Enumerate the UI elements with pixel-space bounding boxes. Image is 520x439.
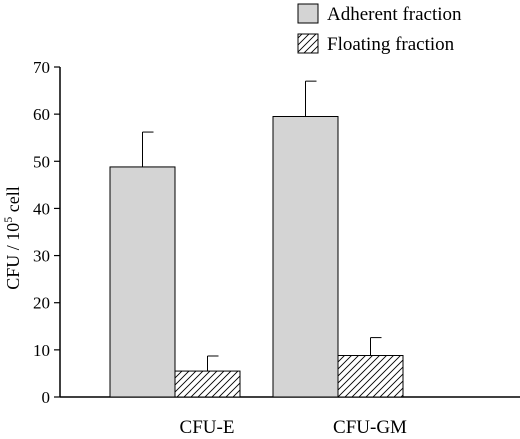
y-tick-label: 60: [33, 105, 50, 124]
y-tick-label: 10: [33, 341, 50, 360]
x-tick-labels: CFU-E CFU-GM: [180, 417, 408, 438]
x-tick-label: CFU-GM: [333, 417, 407, 438]
bar-adherent-cfu-gm: [272, 116, 339, 398]
bars: [109, 116, 404, 398]
bar-floating-cfu-gm: [337, 355, 404, 398]
y-tick-label: 20: [33, 294, 50, 313]
y-tick-label: 40: [33, 199, 50, 218]
legend-swatch-floating: [297, 33, 319, 54]
bar-adherent-cfu-e: [109, 166, 176, 398]
bar-floating-cfu-e: [174, 370, 241, 398]
y-axis-label-base: CFU / 10: [3, 223, 23, 290]
y-tick-label: 0: [42, 388, 51, 407]
y-tick-label: 30: [33, 247, 50, 266]
y-tick-label: 50: [33, 152, 50, 171]
legend: Adherent fraction Floating fraction: [297, 3, 462, 55]
legend-swatch-adherent: [297, 3, 319, 24]
x-tick-label: CFU-E: [180, 417, 235, 438]
y-axis-label-tail: cell: [3, 186, 23, 216]
y-axis-label-sup: 5: [1, 217, 15, 223]
legend-label-floating: Floating fraction: [327, 34, 455, 55]
error-bars: [142, 80, 382, 372]
legend-label-adherent: Adherent fraction: [327, 4, 462, 25]
y-axis-label: CFU / 105 cell: [1, 186, 23, 290]
y-ticks: 0 10 20 30 40 50 60 70: [33, 58, 60, 407]
y-tick-label: 70: [33, 58, 50, 77]
